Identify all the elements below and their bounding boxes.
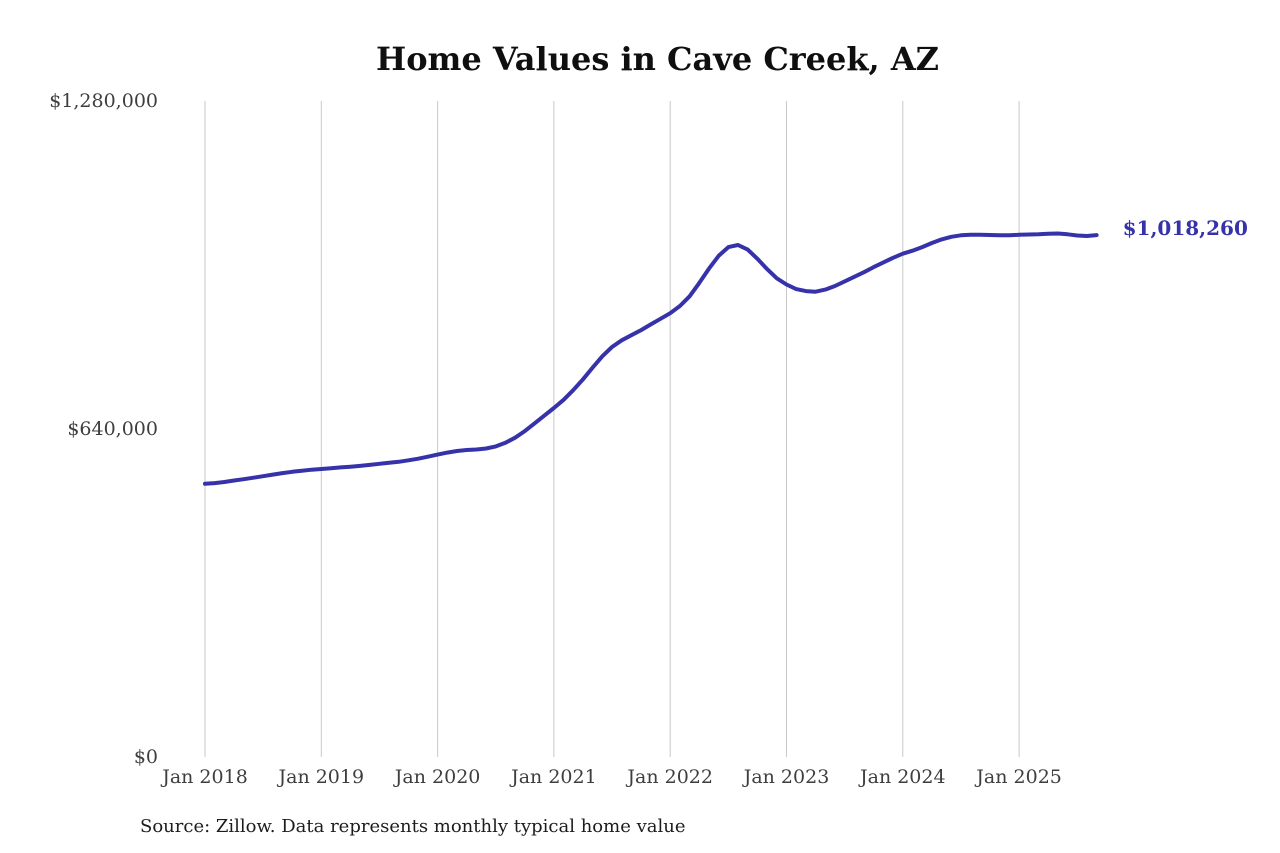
source-note: Source: Zillow. Data represents monthly …: [140, 816, 686, 837]
latest-value-label: $1,018,260: [1122, 216, 1248, 241]
y-tick-label: $1,280,000: [49, 90, 158, 112]
x-tick-label: Jan 2019: [278, 766, 365, 788]
home-value-line: [203, 231, 1099, 486]
x-tick-label: Jan 2018: [162, 766, 248, 788]
x-tick-label: Jan 2024: [860, 766, 946, 788]
chart-title: Home Values in Cave Creek, AZ: [375, 40, 940, 78]
y-tick-label: $0: [133, 746, 158, 768]
x-tick-label: Jan 2025: [976, 766, 1062, 788]
x-tick-label: Jan 2021: [511, 766, 597, 788]
x-tick-label: Jan 2020: [394, 766, 481, 788]
x-tick-label: Jan 2022: [627, 766, 713, 788]
y-tick-label: $640,000: [67, 418, 158, 440]
x-tick-label: Jan 2023: [743, 766, 830, 788]
